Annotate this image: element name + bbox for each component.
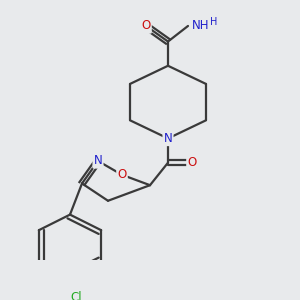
Text: O: O [117,168,127,181]
Text: NH: NH [192,20,209,32]
Text: Cl: Cl [70,291,82,300]
Text: H: H [210,16,218,27]
Text: O: O [188,156,196,169]
Text: N: N [164,132,172,145]
Text: O: O [141,20,151,32]
Text: N: N [94,154,102,167]
